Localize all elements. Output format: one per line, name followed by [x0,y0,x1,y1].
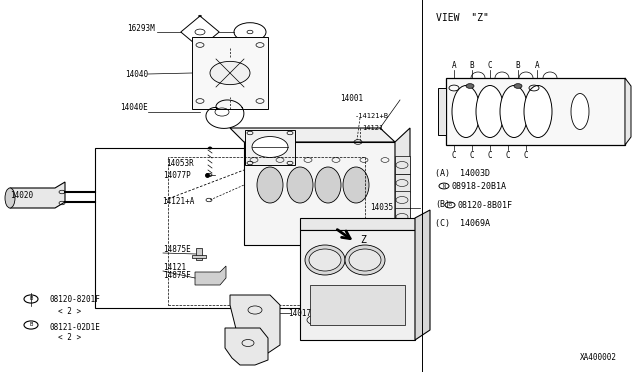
Bar [168,157,365,305]
Ellipse shape [343,167,369,203]
Text: C: C [470,151,474,160]
Circle shape [252,137,288,157]
Text: C: C [506,151,510,160]
Bar [446,78,625,145]
Ellipse shape [571,93,589,129]
Bar [310,285,405,325]
Ellipse shape [309,249,341,271]
Text: 08120-8201F: 08120-8201F [49,295,100,305]
Polygon shape [395,174,410,192]
Text: (C)  14069A: (C) 14069A [435,218,490,228]
Text: 14077P: 14077P [163,170,191,180]
Polygon shape [300,230,415,340]
Ellipse shape [5,188,15,208]
Polygon shape [192,255,206,258]
Text: 14875E: 14875E [163,246,191,254]
Ellipse shape [452,86,480,138]
Text: 14017: 14017 [288,308,311,317]
Text: -14121+B: -14121+B [355,113,389,119]
Text: 14020: 14020 [10,190,33,199]
Ellipse shape [500,86,528,138]
Text: 14121: 14121 [163,263,186,272]
Text: VIEW  "Z": VIEW "Z" [436,13,489,23]
Polygon shape [245,130,295,165]
Polygon shape [225,328,268,365]
Text: 14040E: 14040E [120,103,148,112]
Text: 08121-02D1E: 08121-02D1E [49,323,100,331]
Polygon shape [244,142,395,245]
Polygon shape [196,248,202,260]
Text: Z: Z [360,235,366,245]
Polygon shape [395,225,410,243]
Text: 14035: 14035 [370,203,393,212]
Polygon shape [415,210,430,340]
Text: 08918-20B1A: 08918-20B1A [451,182,506,190]
Polygon shape [10,182,65,208]
Text: B: B [29,296,33,301]
Text: B: B [449,202,451,208]
Polygon shape [625,78,631,145]
Ellipse shape [349,249,381,271]
Circle shape [208,147,212,149]
Text: < 2 >: < 2 > [58,307,81,315]
Text: B: B [29,323,33,327]
Text: (A)  14003D: (A) 14003D [435,169,490,177]
Polygon shape [395,128,410,245]
Text: C: C [452,151,456,160]
Polygon shape [395,191,410,209]
Ellipse shape [315,167,341,203]
Text: B: B [470,61,474,70]
Polygon shape [395,208,410,226]
Ellipse shape [257,167,283,203]
Circle shape [514,84,522,88]
Text: 14121+A: 14121+A [162,196,195,205]
Bar [95,148,368,308]
Ellipse shape [345,245,385,275]
Polygon shape [300,218,415,230]
Text: B: B [516,61,520,70]
Text: C: C [524,151,528,160]
Text: (B): (B) [435,201,450,209]
Polygon shape [230,128,395,142]
Text: 14121: 14121 [362,125,383,131]
Circle shape [198,15,202,17]
Polygon shape [438,88,446,135]
Ellipse shape [524,86,552,138]
Text: 14053R: 14053R [166,158,194,167]
Polygon shape [195,266,226,285]
Circle shape [206,173,212,177]
Text: N: N [443,183,445,189]
Circle shape [210,61,250,84]
Text: < 2 >: < 2 > [58,334,81,343]
Circle shape [248,44,252,46]
Polygon shape [230,295,280,355]
Ellipse shape [305,245,345,275]
Text: A: A [452,61,456,70]
Text: 08120-8B01F: 08120-8B01F [457,201,512,209]
Text: A: A [534,61,540,70]
Text: 16293M: 16293M [127,23,155,32]
Polygon shape [395,156,410,174]
Polygon shape [192,37,268,109]
Text: 14875F: 14875F [163,270,191,279]
Text: XA400002: XA400002 [580,353,617,362]
Text: 14001: 14001 [340,93,363,103]
Text: 14040: 14040 [125,70,148,78]
Circle shape [466,84,474,88]
Ellipse shape [287,167,313,203]
Text: C: C [488,151,492,160]
Ellipse shape [476,86,504,138]
Text: C: C [488,61,492,70]
